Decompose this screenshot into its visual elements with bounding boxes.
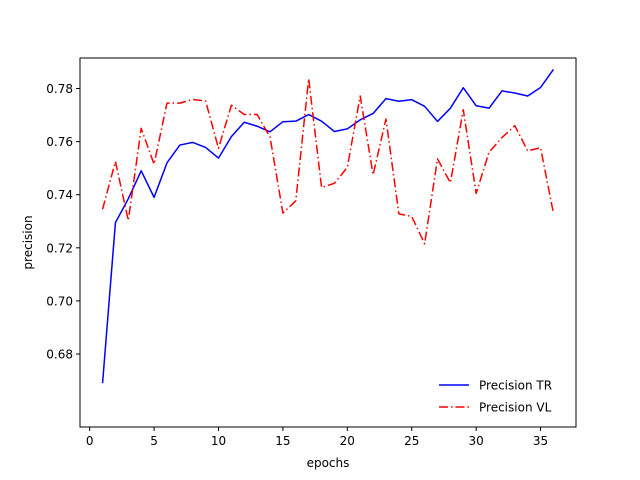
y-axis-label: precision <box>21 215 35 269</box>
series-line-precision-vl <box>101 77 555 245</box>
x-tick-label: 15 <box>275 434 290 448</box>
x-tick-label: 10 <box>211 434 226 448</box>
legend-label-precision-vl: Precision VL <box>479 401 552 415</box>
x-tick-label: 25 <box>404 434 419 448</box>
x-tick-label: 30 <box>469 434 484 448</box>
y-tick-label: 0.74 <box>46 188 73 202</box>
axes-frame <box>79 57 577 428</box>
series-line-precision-tr <box>101 68 555 384</box>
y-tick-label: 0.78 <box>46 82 73 96</box>
y-tick-label: 0.70 <box>46 294 73 308</box>
y-axis-ticks: 0.68 0.70 0.72 0.74 0.76 0.78 <box>46 82 80 361</box>
x-axis-ticks: 0 5 10 15 20 25 30 35 <box>86 427 548 448</box>
x-tick-label: 0 <box>86 434 94 448</box>
y-tick-label: 0.76 <box>46 135 73 149</box>
legend: Precision TR Precision VL <box>439 379 552 415</box>
y-tick-label: 0.72 <box>46 241 73 255</box>
y-tick-label: 0.68 <box>46 347 73 361</box>
x-tick-label: 5 <box>150 434 158 448</box>
legend-label-precision-tr: Precision TR <box>479 379 552 393</box>
x-axis-label: epochs <box>307 456 350 470</box>
x-tick-label: 35 <box>533 434 548 448</box>
plot-area <box>101 68 555 384</box>
x-tick-label: 20 <box>340 434 355 448</box>
